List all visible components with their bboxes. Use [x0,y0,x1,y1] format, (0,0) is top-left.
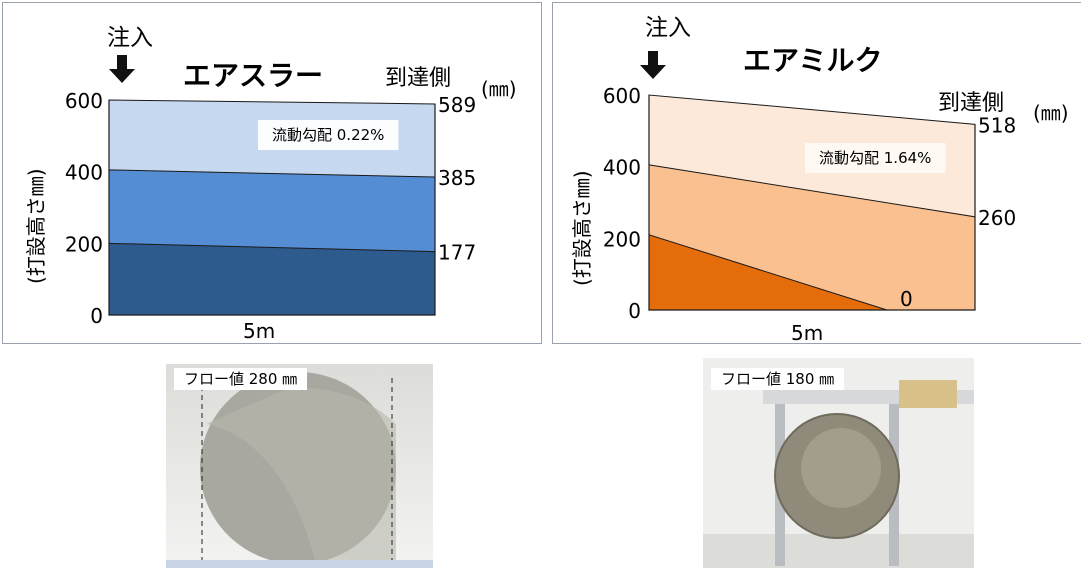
y-tick-label: 600 [65,89,103,113]
arrival-unit-label: (㎜) [1033,101,1069,125]
flow-gradient-annotation: 流動勾配 0.22% [272,126,384,144]
chart-title: エアミルク [743,44,882,77]
x-axis-label: 5m [243,319,275,343]
injection-label: 注入 [107,25,153,51]
y-axis-label: (打設高さ㎜) [570,170,594,286]
injection-label: 注入 [645,15,691,41]
chart-title: エアスラー [183,59,323,92]
flow-test-photo-air-milk: フロー値 180 ㎜ [703,358,974,568]
plot-frame [648,95,976,311]
y-tick-label: 600 [603,84,641,108]
flow-gradient-annotation: 流動勾配 1.64% [819,149,931,167]
arrival-side-label: 到達側 [938,91,1004,116]
arrival-side-label: 到達側 [385,66,451,91]
y-tick-label: 0 [628,299,641,323]
y-axis-label: (打設高さ㎜) [24,168,48,284]
series-end-label: 385 [438,166,476,190]
flow-disc-image [166,364,433,568]
down-arrow-icon [109,55,135,83]
y-tick-label: 400 [65,161,103,185]
y-tick-label: 0 [90,304,103,328]
chart-panel-air-milk: 600 400 200 0 518 260 0 注入 エアミルク 到達側 (㎜) (打設高さ… [552,2,1081,345]
series-end-label: 589 [438,93,476,117]
down-arrow-icon [640,51,666,79]
series-end-label: 260 [978,206,1016,230]
chart-svg-air-milk: 600 400 200 0 518 260 0 注入 エアミルク 到達側 (㎜) (打設高さ… [570,15,1069,345]
chart-svg-air-slurry: 600 400 200 0 589 385 177 注入 エアスラー 到達側 (㎜) (打設… [24,25,517,343]
plot-frame [108,100,436,316]
flow-disc-image [703,358,974,568]
x-axis-label: 5m [791,321,823,345]
series-end-label: 177 [438,241,476,265]
series-band-2 [108,242,436,316]
y-tick-label: 200 [603,227,641,251]
annotation-box [805,143,946,173]
flow-value-label: フロー値 280 ㎜ [174,368,308,390]
series-end-label: 0 [900,287,913,311]
annotation-box [258,120,399,150]
chart-panel-air-slurry: 600 400 200 0 589 385 177 注入 エアスラー 到達側 (㎜) (打設… [2,2,542,344]
y-tick-label: 200 [65,232,103,256]
y-tick-label: 400 [603,156,641,180]
flow-value-label: フロー値 180 ㎜ [711,368,845,390]
arrival-unit-label: (㎜) [481,77,517,101]
flow-test-photo-air-slurry: フロー値 280 ㎜ [166,364,433,568]
series-end-label: 518 [978,113,1016,137]
